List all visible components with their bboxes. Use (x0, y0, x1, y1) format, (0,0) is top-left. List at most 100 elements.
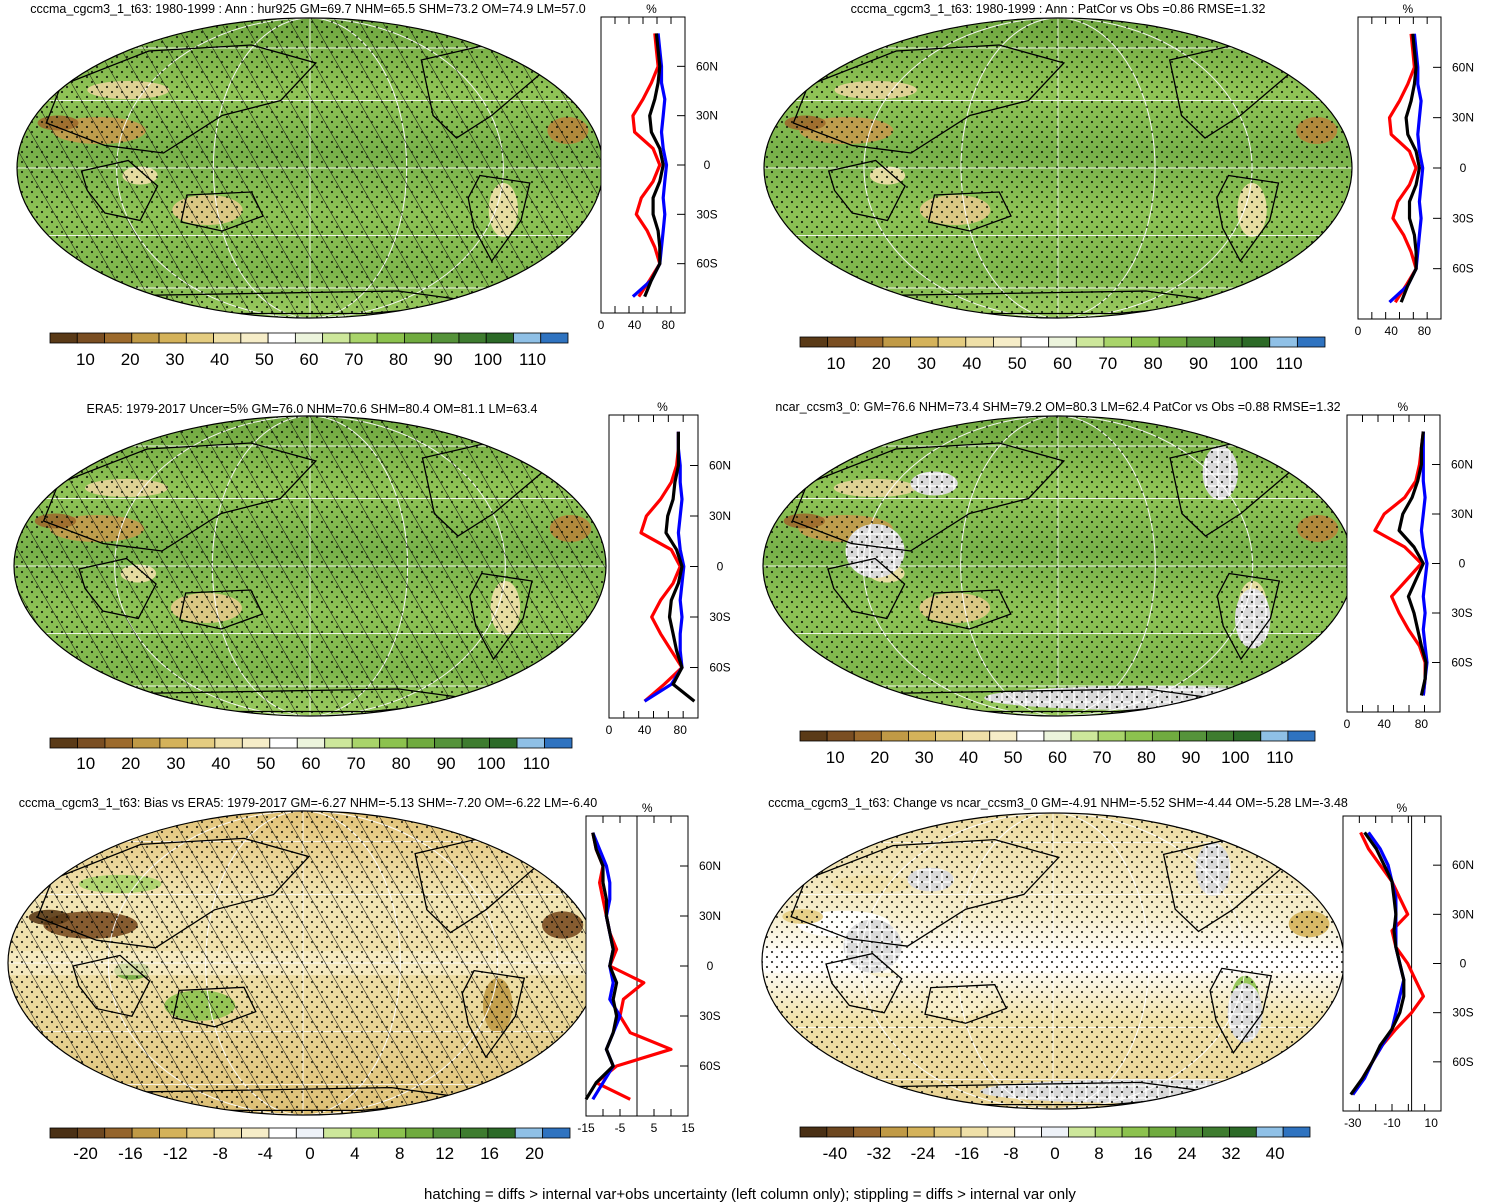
colorbar-swatch (1175, 1126, 1204, 1138)
x-tick-label: 5 (651, 1121, 658, 1135)
colorbar-swatch (76, 332, 105, 344)
x-tick-label: 80 (1415, 717, 1429, 731)
colorbar-label: 20 (121, 754, 140, 773)
colorbar-swatch (432, 1127, 461, 1139)
colorbar-swatch (1131, 336, 1160, 348)
colorbar-swatch (799, 730, 828, 742)
x-tick-label: 80 (662, 318, 676, 332)
colorbar-swatch (132, 737, 161, 749)
profile-series-0 (1387, 33, 1418, 304)
colorbar-swatch (1287, 730, 1316, 742)
colorbar-swatch (351, 737, 381, 749)
x-tick-label: -30 (1344, 1116, 1362, 1130)
colorbar-swatch (104, 332, 133, 344)
colorbar-label: 60 (1053, 354, 1072, 373)
x-tick-label: 0 (1355, 324, 1362, 338)
colorbar-swatch (295, 1127, 325, 1139)
lat-tick-label: 60N (699, 859, 721, 873)
colorbar-label: 70 (344, 350, 363, 369)
profile-series-1 (643, 431, 686, 703)
colorbar-swatch (240, 332, 269, 344)
panels-layer: cccma_cgcm3_1_t63: 1980-1999 : Ann : hur… (7, 2, 1474, 1163)
x-tick-label: 80 (674, 723, 688, 737)
colorbar-label: 110 (519, 350, 546, 369)
x-tick-label: -15 (577, 1121, 595, 1135)
colorbar-label: 0 (1050, 1144, 1059, 1163)
lat-tick-label: 0 (704, 158, 711, 172)
colorbar-label: 10 (826, 354, 845, 373)
colorbar-swatch (544, 737, 573, 749)
colorbar-swatch (213, 1127, 242, 1139)
lat-tick-label: 30S (1452, 211, 1473, 225)
profile-0: % 60N 30N 0 30S 60S 0 40 80 (598, 2, 718, 332)
colorbar-label: -24 (911, 1144, 936, 1163)
colorbar-swatch (378, 1127, 407, 1139)
colorbar-swatch (268, 1127, 297, 1139)
lat-tick-label: 60N (696, 59, 718, 73)
colorbar-swatch (908, 730, 936, 742)
colorbar-label: 70 (1098, 354, 1117, 373)
colorbar-swatch (962, 730, 991, 742)
colorbar-swatch (1014, 1126, 1042, 1138)
colorbar-1: 10 20 30 40 50 60 70 80 90 100 110 (799, 336, 1326, 373)
profile-series-2 (584, 832, 619, 1101)
colorbar-swatch (323, 1127, 352, 1139)
colorbar-label: -40 (823, 1144, 848, 1163)
colorbar-5: -40 -32 -24 -16 -8 0 8 16 24 32 40 (799, 1126, 1311, 1163)
lat-tick-label: 0 (717, 560, 724, 574)
x-tick-label: 15 (681, 1121, 695, 1135)
colorbar-label: 50 (1004, 748, 1023, 767)
colorbar-swatch (1214, 336, 1243, 348)
colorbar-swatch (158, 332, 187, 344)
profile-unit-label: % (642, 801, 653, 815)
colorbar-swatch (906, 1126, 935, 1138)
colorbar-label: 8 (1094, 1144, 1103, 1163)
lat-tick-label: 60S (1451, 656, 1472, 670)
colorbar-label: -4 (258, 1144, 273, 1163)
colorbar-label: 0 (305, 1144, 314, 1163)
colorbar-label: 24 (1178, 1144, 1197, 1163)
colorbar-swatch (1241, 336, 1271, 348)
colorbar-label: 60 (302, 754, 321, 773)
colorbar-label: 40 (211, 754, 230, 773)
colorbar-swatch (1282, 1126, 1311, 1138)
lat-tick-label: 60N (1451, 458, 1473, 472)
lat-tick-label: 0 (1460, 957, 1467, 971)
colorbar-swatch (104, 1127, 133, 1139)
colorbar-label: 40 (210, 350, 229, 369)
colorbar-swatch (854, 336, 884, 348)
profile-series-0 (631, 33, 662, 298)
map-border1 (763, 17, 1353, 319)
colorbar-swatch (241, 1127, 270, 1139)
panel-title: cccma_cgcm3_1_t63: 1980-1999 : Ann : Pat… (851, 2, 1266, 16)
colorbar-label: 100 (1221, 748, 1249, 767)
colorbar-label: -8 (1003, 1144, 1018, 1163)
colorbar-swatch (1186, 336, 1215, 348)
colorbar-swatch (185, 332, 214, 344)
colorbar-swatch (1229, 1126, 1257, 1138)
colorbar-swatch (1255, 1126, 1284, 1138)
colorbar-label: 50 (256, 754, 275, 773)
lat-tick-label: 30N (1452, 111, 1474, 125)
colorbar-swatch (880, 730, 909, 742)
colorbar-label: 16 (480, 1144, 499, 1163)
colorbar-swatch (1020, 336, 1050, 348)
colorbar-swatch (1075, 336, 1105, 348)
colorbar-swatch (1094, 1126, 1123, 1138)
panel-0: cccma_cgcm3_1_t63: 1980-1999 : Ann : hur… (16, 2, 718, 369)
colorbar-swatch (853, 1126, 881, 1138)
profile-2: % 60N 30N 0 30S 60S 0 40 80 (606, 400, 731, 737)
colorbar-swatch (516, 737, 545, 749)
colorbar-swatch (513, 332, 542, 344)
x-tick-label: 40 (1378, 717, 1392, 731)
colorbar-label: 50 (255, 350, 274, 369)
colorbar-label: 40 (962, 354, 981, 373)
colorbar-swatch (461, 737, 490, 749)
panel-title: cccma_cgcm3_1_t63: Change vs ncar_ccsm3_… (768, 796, 1348, 810)
colorbar-label: 80 (392, 754, 411, 773)
colorbar-label: 30 (165, 350, 184, 369)
profile-series-2 (1397, 431, 1428, 696)
profile-4: % 60N 30N 0 30S 60S -15 -5 5 15 (577, 801, 721, 1135)
colorbar-swatch (1068, 1126, 1096, 1138)
